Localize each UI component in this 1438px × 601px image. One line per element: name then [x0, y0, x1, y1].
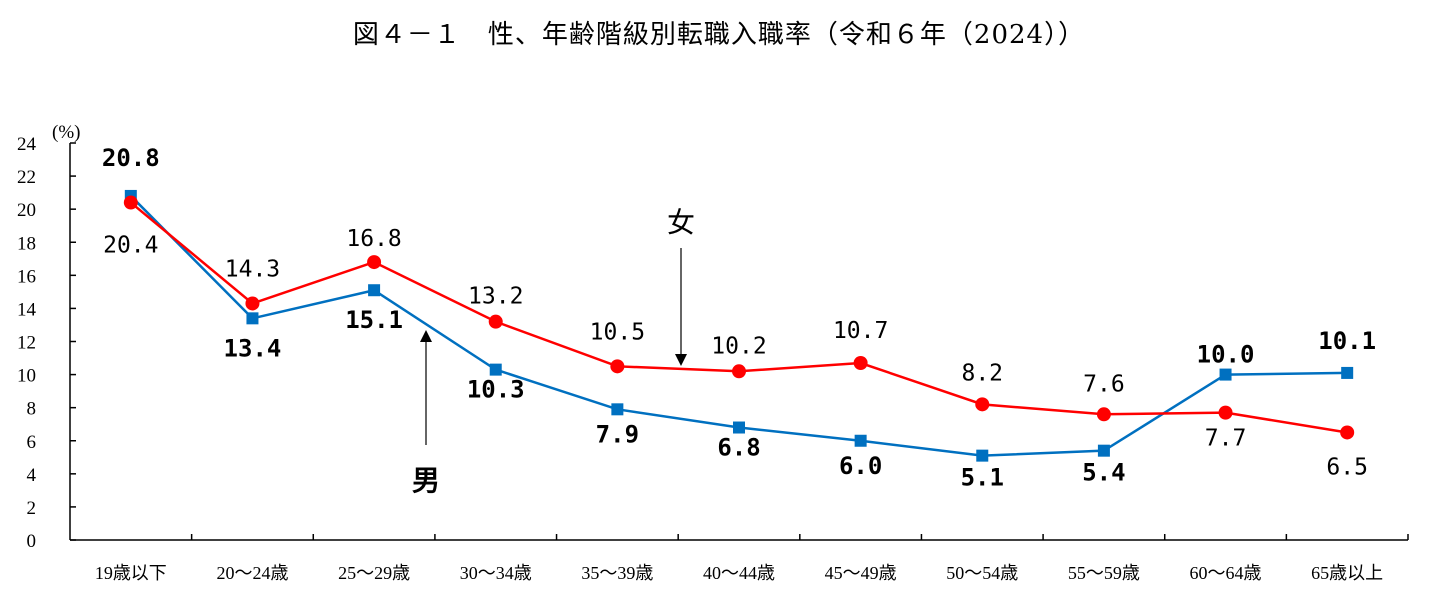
female-arrow-head: [675, 354, 687, 366]
y-axis-unit: (%): [52, 122, 80, 143]
male-data-label: 10.0: [1197, 341, 1255, 369]
male-data-label: 6.8: [717, 434, 760, 462]
x-tick-label: 50～54歳: [946, 563, 1018, 583]
female-data-label: 7.6: [1083, 371, 1125, 397]
y-tick-label: 24: [17, 134, 37, 155]
male-marker: [368, 284, 381, 297]
male-data-label: 5.1: [961, 464, 1004, 492]
female-data-label: 10.7: [833, 318, 888, 344]
male-data-label: 15.1: [345, 306, 403, 334]
female-marker: [853, 356, 868, 371]
male-marker: [733, 421, 745, 434]
male-marker: [854, 434, 867, 447]
male-data-label: 7.9: [596, 420, 639, 448]
male-data-label: 10.3: [467, 376, 525, 404]
x-tick-label: 60～64歳: [1190, 563, 1262, 583]
y-tick-label: 4: [27, 465, 37, 486]
female-marker: [610, 359, 625, 374]
male-marker: [246, 312, 259, 325]
female-data-label: 10.5: [590, 319, 645, 345]
male-marker: [1341, 366, 1354, 379]
male-data-label: 20.8: [102, 144, 160, 172]
male-marker: [1219, 368, 1232, 381]
y-tick-label: 18: [17, 233, 36, 254]
female-marker: [488, 314, 503, 329]
female-marker: [1218, 405, 1233, 420]
male-marker: [611, 403, 624, 416]
female-annotation: 女: [667, 206, 695, 239]
female-marker: [975, 397, 990, 412]
male-data-label: 13.4: [224, 334, 282, 362]
female-data-label: 16.8: [346, 226, 401, 252]
x-tick-label: 45～49歳: [825, 563, 897, 583]
y-tick-label: 10: [17, 366, 36, 387]
female-marker: [732, 364, 746, 379]
y-tick-label: 6: [27, 432, 37, 453]
y-tick-label: 14: [17, 299, 37, 320]
x-tick-label: 55～59歳: [1068, 563, 1140, 583]
male-marker: [1097, 444, 1110, 457]
male-marker: [489, 363, 502, 376]
y-tick-label: 16: [17, 266, 36, 287]
x-tick-label: 20～24歳: [216, 563, 288, 583]
female-data-label: 13.2: [468, 284, 523, 310]
female-data-label: 7.7: [1205, 426, 1247, 452]
male-data-label: 5.4: [1082, 459, 1125, 487]
female-data-label: 14.3: [225, 256, 280, 282]
x-tick-label: 35～39歳: [581, 563, 653, 583]
female-data-label: 8.2: [961, 360, 1003, 386]
male-data-label: 6.0: [839, 452, 882, 480]
female-marker: [1096, 407, 1111, 422]
male-marker: [976, 449, 989, 462]
y-tick-label: 20: [17, 200, 36, 221]
x-tick-label: 65歳以上: [1311, 563, 1383, 583]
x-tick-label: 19歳以下: [95, 563, 167, 583]
female-marker: [367, 255, 382, 270]
series-line-female: [130, 201, 1348, 434]
y-tick-label: 22: [17, 167, 36, 188]
x-tick-label: 40～44歳: [703, 563, 775, 583]
y-tick-label: 0: [27, 531, 37, 552]
male-data-label: 10.1: [1318, 327, 1376, 355]
female-data-label: 10.2: [711, 333, 766, 359]
series-line-male: [129, 195, 1348, 457]
x-tick-label: 25～29歳: [338, 563, 410, 583]
female-marker: [123, 195, 138, 210]
x-tick-label: 30～34歳: [460, 563, 532, 583]
y-tick-label: 2: [27, 498, 37, 519]
male-arrow-head: [420, 330, 432, 342]
female-data-label: 20.4: [103, 233, 158, 259]
y-tick-label: 8: [27, 399, 37, 420]
chart-title: 図４－１ 性、年齢階級別転職入職率（令和６年（2024））: [352, 20, 1086, 50]
male-annotation: 男: [412, 464, 440, 497]
female-marker: [1340, 425, 1355, 440]
y-tick-label: 12: [17, 333, 36, 354]
female-marker: [245, 296, 260, 311]
female-data-label: 6.5: [1326, 454, 1368, 480]
